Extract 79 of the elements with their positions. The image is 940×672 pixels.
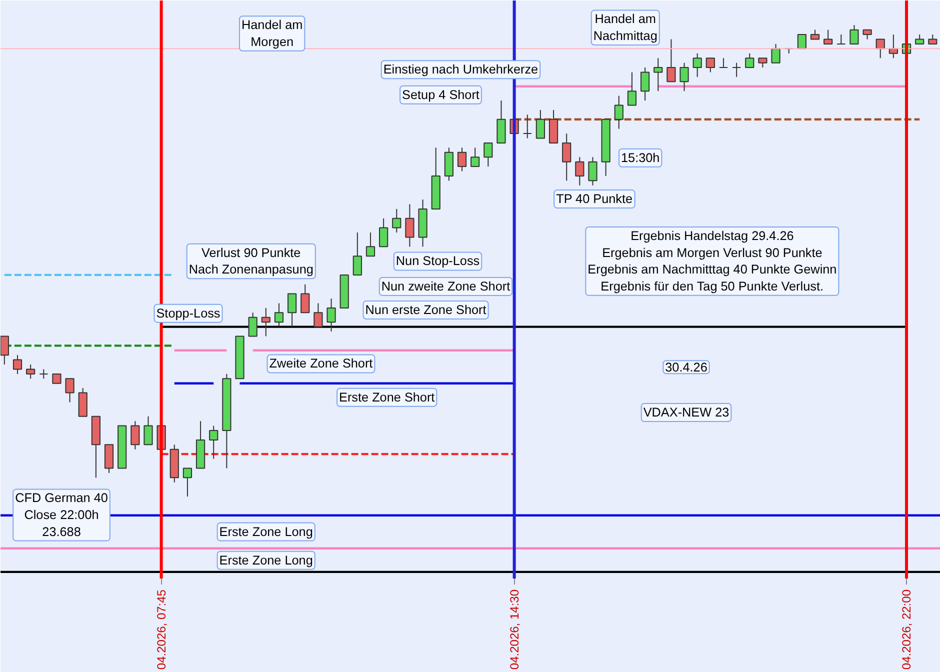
candlestick: [915, 34, 924, 44]
annotation: Nun zweite Zone Short: [381, 279, 511, 294]
annotation: Nun Stop-Loss: [396, 254, 480, 268]
candlestick: [745, 52, 754, 68]
candlestick: [130, 420, 140, 450]
candlestick: [405, 204, 414, 248]
annotation: TP 40 Punkte: [556, 192, 633, 206]
candlestick: [65, 378, 74, 403]
annotation: Stopp-Loss: [156, 306, 220, 320]
candlestick: [562, 133, 572, 182]
candlestick: [876, 38, 885, 59]
candlestick: [706, 58, 715, 73]
candlestick: [732, 62, 742, 78]
annotation: Ergebnis Handelstag 29.4.26 Ergebnis am Morgen Verlust 90 Punkte Ergebnis am Nachmitttag 40 Punkte Gewinn Ergebnis für den Tag 50 Punkte Verlust.: [588, 229, 837, 294]
candlestick: [12, 354, 22, 374]
annotation: Nun erste Zone Short: [365, 302, 487, 317]
candlestick: [797, 34, 806, 50]
annotation: Handel am Morgen: [241, 18, 303, 49]
candlestick: [836, 34, 846, 44]
candlestick: [692, 52, 702, 78]
candlestick: [274, 302, 284, 328]
candlestick: [536, 109, 545, 139]
x-tick-label: 04.2026, 14:30: [507, 589, 522, 670]
candlestick: [261, 307, 270, 337]
candlestick: [39, 368, 48, 380]
candlestick: [379, 218, 388, 248]
text: Erste Zone Long: [219, 524, 313, 539]
candlestick: [326, 298, 336, 332]
annotation: Handel am Nachmittag: [593, 12, 658, 44]
candlestick: [392, 208, 402, 234]
candlestick: [522, 114, 532, 139]
candlestick: [78, 388, 88, 417]
candlestick: [496, 100, 506, 144]
candlestick: [484, 142, 493, 168]
annotation: Erste Zone Short: [339, 390, 436, 404]
candlestick: [470, 147, 480, 168]
annotation: CFD German 40 Close 22:00h 23.688: [15, 491, 108, 539]
candlestick: [548, 109, 558, 144]
candlestick: [104, 444, 114, 474]
text: Erste Zone Long: [219, 553, 313, 568]
candlestick: [314, 302, 323, 328]
candlestick: [614, 95, 624, 130]
candlestick: [209, 425, 218, 460]
candlestick: [52, 373, 62, 384]
candlestick: [680, 62, 689, 92]
annotation: Zweite Zone Short: [269, 356, 374, 371]
candlestick: [850, 24, 859, 44]
annotation: 30.4.26: [665, 360, 708, 375]
candlestick: [640, 67, 650, 102]
candlestick: [771, 43, 780, 64]
candlestick: [26, 364, 36, 380]
candlestick: [575, 156, 584, 186]
x-tick-label: 04.2026, 07:45: [154, 589, 168, 670]
candlestick: [444, 147, 454, 182]
candlestick: [810, 29, 820, 40]
candlestick: [824, 29, 833, 44]
candlestick: [352, 232, 362, 276]
candlestick: [366, 232, 376, 257]
annotation: 15:30h: [620, 150, 660, 165]
candlestick: [862, 29, 872, 40]
candlestick: [928, 34, 938, 44]
annotation: Verlust 90 Punkte Nach Zonenanpasung: [188, 246, 314, 277]
candlestick: [718, 58, 728, 68]
candlestick: [182, 468, 192, 498]
x-tick-label: 04.2026, 22:00: [900, 589, 914, 670]
candlestick: [457, 147, 467, 172]
candlestick: [0, 336, 9, 366]
candlestick: [300, 284, 310, 314]
candlestick: [627, 72, 637, 106]
annotation: VDAX-NEW 23: [643, 405, 730, 420]
annotation: Setup 4 Short: [402, 88, 480, 102]
candlestick: [588, 156, 598, 186]
candlestick: [666, 38, 676, 82]
candlestick: [654, 58, 663, 92]
candlestick: [144, 416, 153, 446]
candlestick: [248, 312, 258, 337]
candlestick: [287, 293, 297, 328]
candlestick: [758, 58, 768, 68]
annotation: Einstieg nach Umkehrkerze: [383, 62, 538, 77]
